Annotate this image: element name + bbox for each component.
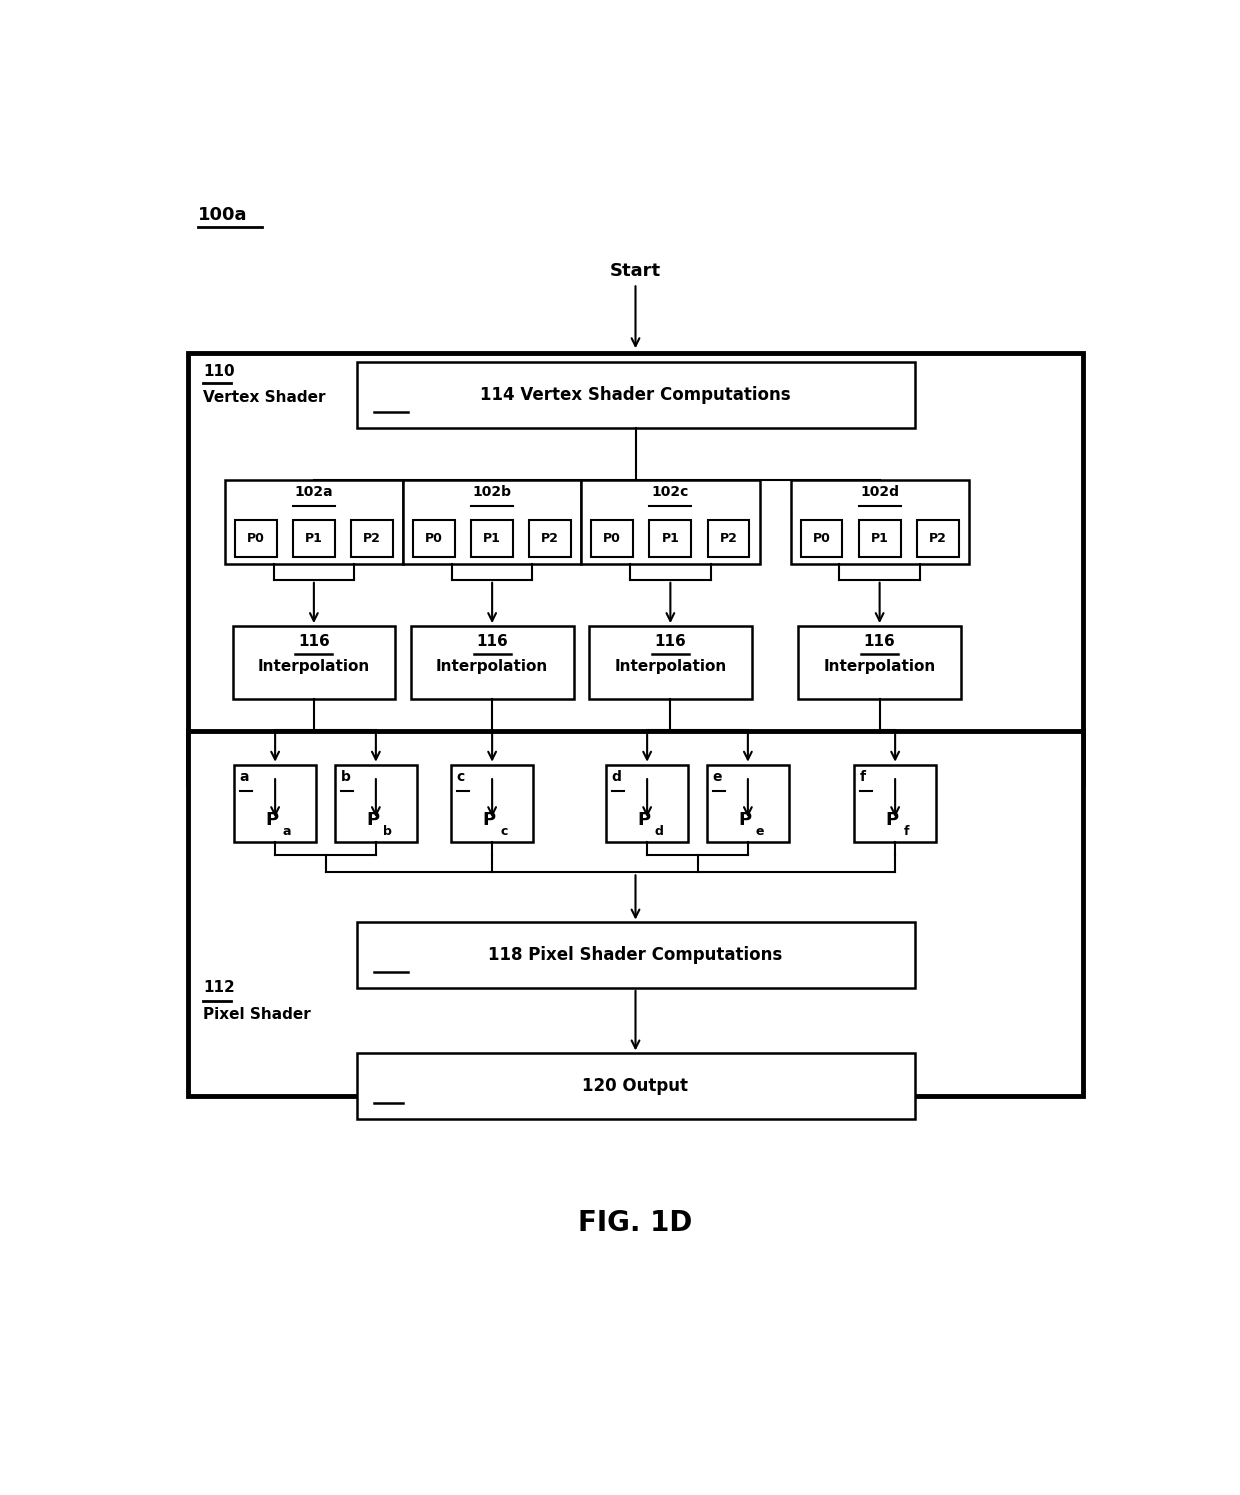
Text: P: P bbox=[265, 812, 279, 830]
Text: P: P bbox=[366, 812, 379, 830]
FancyBboxPatch shape bbox=[224, 480, 403, 565]
Text: P2: P2 bbox=[542, 532, 559, 544]
Text: FIG. 1D: FIG. 1D bbox=[578, 1209, 693, 1236]
FancyBboxPatch shape bbox=[801, 520, 842, 556]
Text: P0: P0 bbox=[812, 532, 831, 544]
FancyBboxPatch shape bbox=[582, 480, 759, 565]
Text: 116: 116 bbox=[476, 634, 508, 649]
FancyBboxPatch shape bbox=[591, 520, 634, 556]
FancyBboxPatch shape bbox=[650, 520, 692, 556]
Text: Pixel Shader: Pixel Shader bbox=[203, 1008, 311, 1023]
Text: P0: P0 bbox=[425, 532, 443, 544]
FancyBboxPatch shape bbox=[858, 520, 900, 556]
Text: Start: Start bbox=[610, 262, 661, 280]
Text: a: a bbox=[239, 770, 249, 783]
Text: c: c bbox=[456, 770, 465, 783]
Text: P1: P1 bbox=[661, 532, 680, 544]
Text: e: e bbox=[755, 825, 764, 837]
Text: P2: P2 bbox=[929, 532, 946, 544]
FancyBboxPatch shape bbox=[529, 520, 572, 556]
FancyBboxPatch shape bbox=[589, 626, 751, 700]
Text: c: c bbox=[500, 825, 507, 837]
FancyBboxPatch shape bbox=[403, 480, 582, 565]
Text: 116: 116 bbox=[298, 634, 330, 649]
Text: P: P bbox=[885, 812, 899, 830]
Text: P1: P1 bbox=[484, 532, 501, 544]
Text: P1: P1 bbox=[870, 532, 889, 544]
FancyBboxPatch shape bbox=[357, 922, 915, 988]
Text: a: a bbox=[283, 825, 291, 837]
FancyBboxPatch shape bbox=[187, 353, 1084, 783]
Text: P2: P2 bbox=[363, 532, 381, 544]
Text: f: f bbox=[859, 770, 866, 783]
Text: f: f bbox=[904, 825, 909, 837]
FancyBboxPatch shape bbox=[916, 520, 959, 556]
FancyBboxPatch shape bbox=[413, 520, 455, 556]
Text: P0: P0 bbox=[247, 532, 264, 544]
FancyBboxPatch shape bbox=[799, 626, 961, 700]
Text: 118 Pixel Shader Computations: 118 Pixel Shader Computations bbox=[489, 946, 782, 964]
Text: 102d: 102d bbox=[861, 484, 899, 499]
Text: 114 Vertex Shader Computations: 114 Vertex Shader Computations bbox=[373, 386, 684, 404]
Text: b: b bbox=[383, 825, 392, 837]
FancyBboxPatch shape bbox=[335, 764, 417, 842]
Text: 110: 110 bbox=[203, 365, 234, 380]
Text: 112: 112 bbox=[203, 981, 234, 996]
FancyBboxPatch shape bbox=[791, 480, 968, 565]
FancyBboxPatch shape bbox=[451, 764, 533, 842]
Text: 116: 116 bbox=[864, 634, 895, 649]
FancyBboxPatch shape bbox=[233, 626, 396, 700]
FancyBboxPatch shape bbox=[187, 731, 1084, 1096]
Text: P2: P2 bbox=[719, 532, 738, 544]
FancyBboxPatch shape bbox=[293, 520, 335, 556]
FancyBboxPatch shape bbox=[708, 520, 749, 556]
Text: 102c: 102c bbox=[652, 484, 689, 499]
Text: e: e bbox=[713, 770, 722, 783]
FancyBboxPatch shape bbox=[854, 764, 936, 842]
Text: b: b bbox=[341, 770, 351, 783]
Text: Interpolation: Interpolation bbox=[436, 659, 548, 674]
Text: 120 Output: 120 Output bbox=[583, 1076, 688, 1094]
Text: Vertex Shader: Vertex Shader bbox=[203, 390, 326, 405]
Text: 100a: 100a bbox=[197, 206, 247, 224]
Text: P: P bbox=[637, 812, 651, 830]
Text: Interpolation: Interpolation bbox=[823, 659, 936, 674]
FancyBboxPatch shape bbox=[410, 626, 573, 700]
Text: P: P bbox=[738, 812, 751, 830]
Text: d: d bbox=[611, 770, 621, 783]
FancyBboxPatch shape bbox=[471, 520, 513, 556]
FancyBboxPatch shape bbox=[357, 362, 915, 428]
Text: P0: P0 bbox=[604, 532, 621, 544]
FancyBboxPatch shape bbox=[357, 1054, 915, 1118]
Text: 114 Vertex Shader Computations: 114 Vertex Shader Computations bbox=[480, 386, 791, 404]
FancyBboxPatch shape bbox=[351, 520, 393, 556]
FancyBboxPatch shape bbox=[234, 764, 316, 842]
Text: 116: 116 bbox=[655, 634, 686, 649]
Text: Interpolation: Interpolation bbox=[258, 659, 370, 674]
FancyBboxPatch shape bbox=[234, 520, 277, 556]
FancyBboxPatch shape bbox=[707, 764, 789, 842]
Text: Interpolation: Interpolation bbox=[614, 659, 727, 674]
Text: 102a: 102a bbox=[295, 484, 334, 499]
Text: P1: P1 bbox=[305, 532, 322, 544]
Text: P: P bbox=[482, 812, 496, 830]
Text: d: d bbox=[655, 825, 663, 837]
FancyBboxPatch shape bbox=[606, 764, 688, 842]
Text: 102b: 102b bbox=[472, 484, 512, 499]
